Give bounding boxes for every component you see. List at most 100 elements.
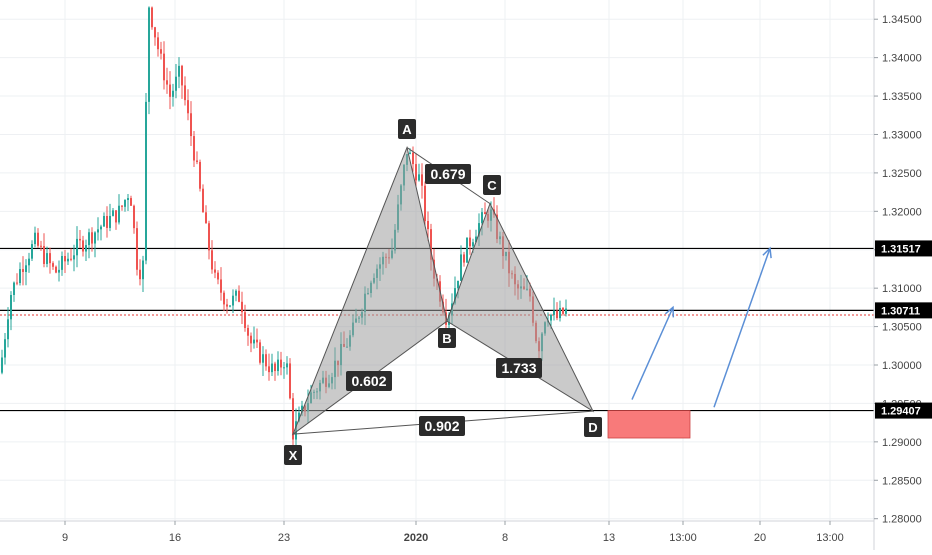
candle-body [88, 232, 90, 246]
candle-body [244, 312, 246, 328]
ratio-label: 1.733 [501, 360, 536, 376]
candle-body [181, 65, 183, 86]
candle-body [10, 294, 12, 320]
ratio-label-bg [496, 358, 542, 378]
price-tick-label: 1.34000 [882, 53, 922, 65]
candle-body [220, 279, 222, 293]
candle-body [196, 160, 198, 162]
candle-body [211, 250, 213, 270]
candle-body [184, 85, 186, 101]
ratio-label-bg [346, 371, 392, 391]
candle-body [466, 237, 468, 263]
candle-body [100, 226, 102, 230]
candle-body [421, 174, 423, 186]
candle-body [112, 210, 114, 216]
candle-body [457, 280, 459, 289]
candle-body [268, 366, 270, 373]
candle-body [61, 255, 63, 270]
chart-labels: X A B C D 0.602 0.679 1.733 0.902 [284, 119, 602, 465]
candle-body [283, 367, 285, 369]
candle-body [217, 272, 219, 280]
candle-body [31, 244, 33, 259]
candle-body [556, 310, 558, 319]
candle-body [1, 357, 3, 373]
candle-body [154, 27, 156, 38]
price-tick-label: 1.28000 [882, 514, 922, 526]
candle-body [85, 245, 87, 252]
candle-body [91, 232, 93, 244]
candle-body [427, 221, 429, 230]
candle-body [97, 229, 99, 233]
candle-body [460, 254, 462, 281]
xab-triangle [291, 145, 448, 436]
candle-body [262, 354, 264, 363]
candle-body [25, 265, 27, 272]
projection-arrow-head [664, 305, 675, 318]
horizontal-levels [0, 247, 874, 412]
candle-body [214, 269, 216, 273]
candle-body [274, 363, 276, 372]
candle-body [172, 90, 174, 97]
candle-body [298, 412, 300, 422]
pattern-point-label-bg [483, 175, 501, 195]
candle-body [232, 295, 234, 306]
candle-body [430, 229, 432, 260]
candle-body [424, 185, 426, 222]
time-tick-label: 20 [754, 532, 766, 544]
candle-body [166, 80, 168, 85]
candle-body [193, 136, 195, 161]
level-price-tag-label: 1.31517 [881, 243, 921, 255]
candle-body [478, 223, 480, 237]
candle-body [46, 253, 48, 264]
candle-body [106, 216, 108, 228]
candle-body [289, 363, 291, 399]
price-tick-label: 1.30500 [882, 322, 922, 334]
price-tick-label: 1.34500 [882, 14, 922, 26]
candle-body [229, 305, 231, 307]
ratio-label: 0.902 [424, 418, 459, 434]
candle-body [121, 205, 123, 207]
candle-body [205, 212, 207, 224]
candle-body [256, 339, 258, 343]
pattern-point-label-bg [438, 328, 456, 348]
candle-body [253, 339, 255, 344]
candle-body [124, 200, 126, 207]
level-price-tag-label: 1.30711 [881, 305, 920, 317]
candle-body [94, 232, 96, 244]
price-tick-label: 1.32000 [882, 206, 922, 218]
time-tick-label: 16 [169, 532, 181, 544]
candle-body [469, 237, 471, 247]
candle-body [148, 7, 150, 102]
pattern-point-label: C [487, 178, 497, 193]
target-zone [607, 410, 691, 439]
candle-body [151, 7, 153, 28]
time-tick-label: 9 [62, 532, 68, 544]
candle-body [43, 246, 45, 264]
candle-body [265, 354, 267, 367]
candle-body [301, 405, 303, 413]
candle-body [481, 212, 483, 224]
candle-body [22, 269, 24, 272]
candle-body [115, 210, 117, 223]
candle-body [187, 100, 189, 114]
candle-body [142, 260, 144, 280]
harmonic-pattern [291, 145, 595, 436]
candle-body [454, 288, 456, 304]
pattern-point-label-bg [398, 119, 416, 139]
candle-body [7, 319, 9, 340]
candle-body [4, 339, 6, 358]
projection-arrows [631, 246, 772, 408]
candle-body [277, 359, 279, 372]
candle-body [202, 188, 204, 213]
price-tick-label: 1.29000 [882, 437, 922, 449]
candle-body [58, 269, 60, 273]
candle-body [145, 101, 147, 261]
candle-body [127, 198, 129, 201]
time-tick-label: 8 [502, 532, 508, 544]
candle-body [565, 308, 567, 314]
candle-body [562, 307, 564, 314]
candle-body [133, 205, 135, 229]
